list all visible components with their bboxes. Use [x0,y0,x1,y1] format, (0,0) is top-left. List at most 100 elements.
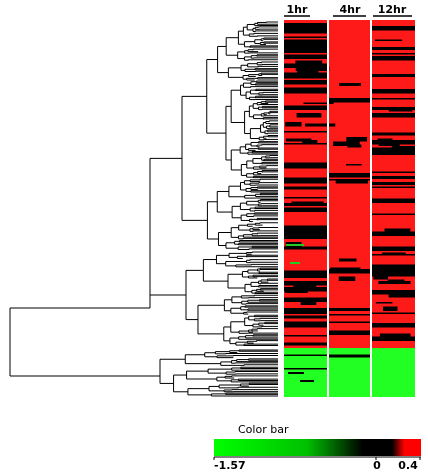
heatmap-cell-neutral [382,252,406,254]
column-label-12hr: 12hr [378,3,407,16]
heatmap-cell-neutral [284,287,327,292]
heatmap-cell-neutral [284,354,327,356]
heatmap-cell-neutral [384,228,411,232]
heatmap-cell-neutral [284,63,327,65]
heatmap-cell-neutral [284,186,327,190]
heatmap-cell-neutral [284,315,327,319]
heatmap-cell-neutral [372,290,415,295]
heatmap-cell-neutral [284,164,327,166]
heatmap-cell-neutral [346,137,368,142]
color-bar-gradient [214,439,421,456]
heatmap-cell-neutral [378,143,400,146]
heatmap-cell-neutral [284,167,327,169]
heatmap-cell-neutral [375,302,393,304]
heatmap-cell-neutral [372,272,415,277]
heatmap-cell-neutral [373,276,389,280]
heatmap-cell-neutral [372,150,415,155]
heatmap-cell-neutral [284,180,327,184]
color-bar-tick-label-mid: 0 [373,459,381,472]
heatmap-cell-neutral [338,258,357,262]
heatmap-cell-neutral [284,233,327,238]
heatmap-cell-neutral [284,36,327,38]
heatmap-cell-neutral [372,254,415,256]
column-headers: 1hr 4hr 12hr [284,3,412,17]
heatmap-cell-neutral [372,147,415,151]
color-bar-label: Color bar [238,423,289,436]
column-label-4hr: 4hr [340,3,361,16]
heatmap-cell-neutral [329,173,370,176]
heatmap-cell-neutral [329,270,370,274]
heatmap-cell-neutral [284,24,327,26]
heatmap-cell-neutral [284,342,327,346]
heatmap-cell-neutral [284,143,327,145]
heatmap-cell-neutral [284,291,308,293]
heatmap-cell-neutral [372,56,415,61]
heatmap-cell-neutral [372,98,415,100]
heatmap-cell-neutral [284,30,327,34]
heatmap-cell-neutral [335,180,368,184]
heatmap-cell-neutral [289,107,310,110]
heatmap-cell-neutral [293,41,311,46]
heatmap-cell-neutral [284,87,327,92]
heatmap-cell-neutral [284,197,327,199]
heatmap-cell-neutral [285,138,312,142]
heatmap-cell-neutral [333,141,360,146]
heatmap-cell-neutral [383,306,398,311]
heatmap-cell-speck [290,262,300,264]
heatmap-cell-neutral [387,279,405,281]
heatmap-block-down-col2 [372,348,415,397]
heatmap-cell-neutral [372,312,415,314]
heatmap-cell-neutral [329,314,370,316]
heatmap-cell-neutral [329,176,370,178]
color-bar: Color bar -1.57 0 0.4 [213,423,421,472]
heatmap-cell-neutral [377,138,393,140]
heatmap-cell-neutral [284,177,327,181]
heatmap-cell-neutral [296,113,322,118]
heatmap-cell-neutral [293,285,317,287]
heatmap-cell-neutral [339,83,361,86]
heatmap-cell-speck [300,380,314,382]
heatmap-cell-neutral [305,123,336,127]
heatmap-cell-neutral [372,231,415,236]
heatmap-cell-neutral [372,182,415,185]
heatmap-cell-neutral [329,98,370,103]
heatmap-cell-neutral [330,267,361,269]
heatmap-cell-neutral [372,269,415,274]
heatmap-cell-neutral [295,66,330,71]
heatmap-cell-neutral [372,186,415,188]
heatmap-cell-neutral [372,323,415,328]
heatmap-cell-neutral [284,203,327,206]
heatmap-cell-neutral [372,176,415,179]
heatmap-cell-neutral [284,230,327,233]
heatmap-cell-neutral [372,266,415,268]
heatmap-cell-neutral [297,71,319,73]
heatmap-cell-neutral [372,26,415,31]
heatmap-cell-neutral [379,333,411,337]
heatmap-cell-neutral [284,335,327,337]
heatmap-cell-neutral [284,297,327,302]
heatmap-cell-neutral [285,122,302,127]
heatmap-cell-neutral [329,321,370,323]
heatmap-cell-neutral [372,47,415,50]
heatmap-cell-neutral [372,171,415,173]
heatmap-cells [280,20,428,397]
heatmap-cell-neutral [284,227,327,232]
heatmap-cell-neutral [284,368,327,370]
heatmap-cell-neutral [388,293,423,298]
column-label-1hr: 1hr [287,3,308,16]
heatmap-cell-neutral [284,276,327,278]
heatmap-cell-neutral [329,330,370,335]
heatmap-cell-neutral [372,336,415,341]
heatmap-cell-speck [286,244,304,246]
heatmap-column-separator [370,20,372,397]
heatmap-cell-neutral [284,324,327,328]
heatmap-cell-neutral [284,48,327,53]
heatmap-cell-neutral [284,165,327,167]
heatmap-cell-neutral [284,45,327,50]
heatmap-column-separator [327,20,329,397]
heatmap-cell-neutral [302,140,318,143]
heatmap-cell-neutral [284,321,327,325]
heatmap-cell-neutral [372,246,415,251]
heatmap-cell-neutral [378,281,411,284]
heatmap-cell-neutral [284,56,327,59]
